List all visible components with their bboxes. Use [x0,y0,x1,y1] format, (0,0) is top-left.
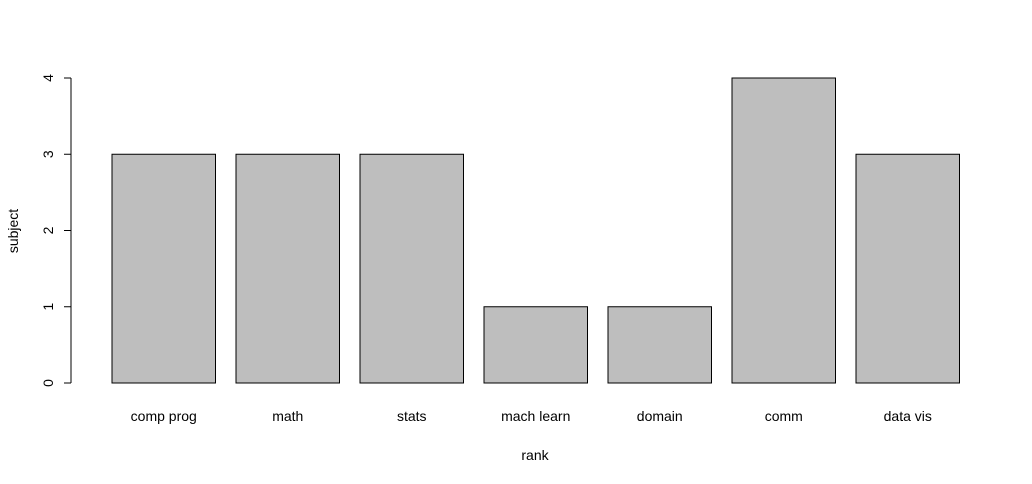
x-tick-label: comm [765,408,803,424]
x-tick-label: domain [637,408,683,424]
x-tick-label: mach learn [501,408,570,424]
bar-data-vis [855,153,960,384]
x-tick-label: math [272,408,303,424]
x-tick-label: data vis [884,408,932,424]
y-tick-label: 4 [40,74,56,82]
bar-domain [607,306,712,384]
x-tick-label: stats [397,408,427,424]
bar-math [235,153,340,384]
x-tick-label: comp prog [131,408,197,424]
bar-comm [731,77,836,384]
y-tick-label: 1 [40,303,56,311]
x-tick-labels: comp prog math stats mach learn domain comm da… [131,408,932,424]
y-tick-label: 2 [40,226,56,234]
x-axis-title: rank [521,447,549,463]
y-tick-label: 0 [40,379,56,387]
y-axis-title: subject [5,209,21,253]
y-tick-label: 3 [40,150,56,158]
bar-comp-prog [111,153,216,384]
y-axis: 0 1 2 3 4 [40,74,72,387]
bars-group [111,77,960,384]
bar-mach-learn [483,306,588,384]
bar-stats [359,153,464,384]
